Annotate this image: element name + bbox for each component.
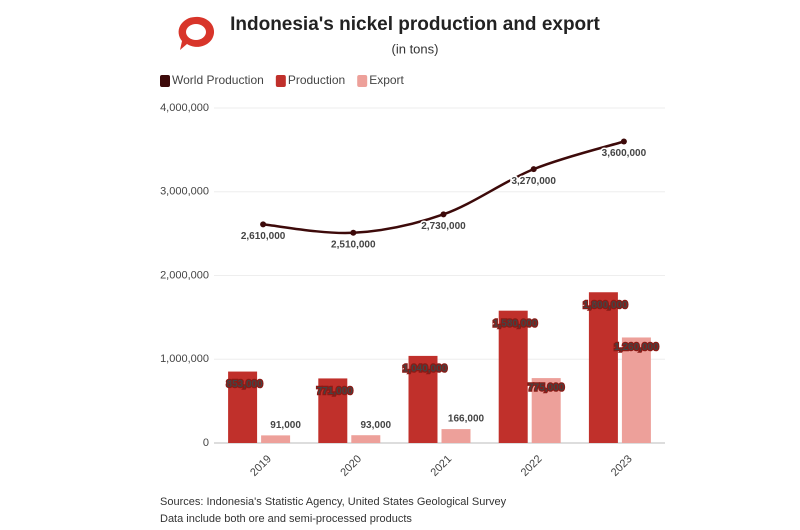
- data-label: 166,000: [448, 414, 485, 425]
- y-tick-label: 0: [203, 437, 209, 449]
- data-label: 771,000: [317, 386, 354, 397]
- data-label: 1,800,000: [583, 300, 628, 311]
- legend-swatch: [160, 75, 170, 87]
- chart-title: Indonesia's nickel production and export: [230, 14, 600, 35]
- y-tick-label: 1,000,000: [160, 353, 209, 365]
- source-note: Data include both ore and semi-processed…: [160, 513, 412, 525]
- data-label: 3,600,000: [602, 148, 647, 159]
- data-label: 1,580,000: [493, 318, 538, 329]
- line: [262, 140, 625, 235]
- chart-subtitle: (in tons): [392, 41, 439, 56]
- source-note: Sources: Indonesia's Statistic Agency, U…: [160, 496, 507, 508]
- logo: [178, 16, 215, 51]
- data-label: 2,510,000: [331, 239, 376, 250]
- bar: [621, 337, 651, 443]
- legend-swatch: [357, 75, 368, 87]
- data-label: 1,040,000: [403, 364, 448, 375]
- line-point: [440, 211, 447, 218]
- data-label: 1,260,000: [614, 342, 659, 353]
- y-tick-label: 3,000,000: [160, 186, 209, 198]
- legend-label: World Production: [172, 73, 264, 87]
- data-label: 2,610,000: [241, 231, 286, 242]
- line-point: [620, 138, 627, 145]
- bar: [261, 435, 291, 443]
- x-tick-label: 2023: [609, 453, 635, 479]
- legend-label: Export: [369, 73, 404, 87]
- data-label: 91,000: [270, 420, 301, 431]
- x-tick-label: 2020: [338, 453, 364, 479]
- bar: [531, 378, 561, 443]
- data-label: 775,000: [528, 383, 565, 394]
- bar: [408, 355, 438, 443]
- data-label: 3,270,000: [511, 176, 556, 187]
- line-point: [350, 229, 357, 236]
- y-tick-label: 4,000,000: [160, 102, 209, 114]
- data-label: 93,000: [361, 420, 392, 431]
- line-point: [260, 221, 267, 228]
- bar: [588, 292, 618, 443]
- bar: [441, 429, 471, 443]
- data-label: 2,730,000: [421, 221, 466, 232]
- bar: [351, 435, 381, 443]
- data-label: 853,000: [227, 379, 264, 390]
- line-point: [530, 166, 537, 173]
- x-tick-label: 2022: [519, 453, 545, 479]
- legend-label: Production: [288, 73, 345, 87]
- x-tick-label: 2021: [429, 453, 455, 479]
- bar: [318, 378, 348, 443]
- legend-swatch: [275, 75, 286, 87]
- bar: [228, 371, 258, 443]
- x-tick-label: 2019: [248, 453, 274, 479]
- bar: [498, 310, 528, 443]
- y-tick-label: 2,000,000: [160, 269, 209, 281]
